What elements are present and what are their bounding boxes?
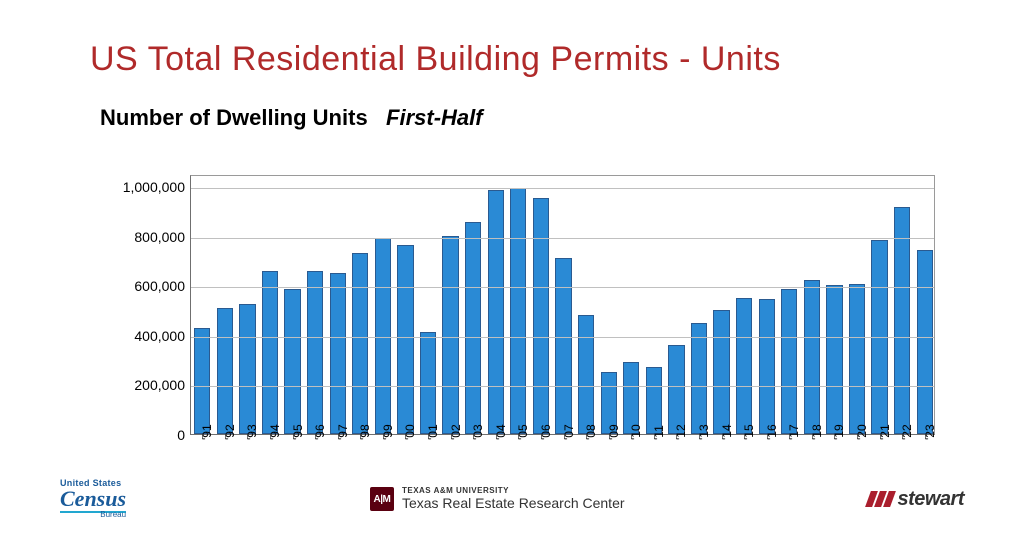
census-sub: Bureau <box>60 511 126 519</box>
bar <box>442 236 458 434</box>
y-tick-label: 0 <box>95 427 185 443</box>
x-tick-label: '91 <box>200 424 214 440</box>
x-tick-label: '08 <box>584 424 598 440</box>
x-tick-label: '95 <box>291 424 305 440</box>
footer-logos: United States Census Bureau A|M TEXAS A&… <box>60 479 964 519</box>
tamu-line2: Texas Real Estate Research Center <box>402 496 625 511</box>
y-tick-label: 400,000 <box>95 328 185 344</box>
bar <box>510 188 526 434</box>
census-logo: United States Census Bureau <box>60 479 126 519</box>
bar <box>217 308 233 434</box>
x-tick-label: '13 <box>697 424 711 440</box>
bar <box>239 304 255 434</box>
bar <box>804 280 820 434</box>
bar <box>330 273 346 434</box>
bar <box>759 299 775 434</box>
x-tick-label: '20 <box>855 424 869 440</box>
x-tick-label: '22 <box>900 424 914 440</box>
bar <box>736 298 752 434</box>
bar <box>397 245 413 434</box>
x-tick-label: '10 <box>629 424 643 440</box>
x-tick-label: '14 <box>720 424 734 440</box>
tamu-logo: A|M TEXAS A&M UNIVERSITY Texas Real Esta… <box>370 487 625 511</box>
y-tick-label: 1,000,000 <box>95 179 185 195</box>
gridline <box>191 386 934 387</box>
x-tick-label: '05 <box>516 424 530 440</box>
x-tick-label: '17 <box>787 424 801 440</box>
bar-series <box>191 176 934 434</box>
bar <box>578 315 594 434</box>
x-tick-label: '98 <box>358 424 372 440</box>
x-tick-label: '03 <box>471 424 485 440</box>
bar <box>849 284 865 434</box>
subtitle-lead: Number of Dwelling Units <box>100 105 368 130</box>
bar <box>646 367 662 434</box>
bar <box>713 310 729 434</box>
stewart-text: stewart <box>897 488 964 511</box>
bar <box>555 258 571 434</box>
x-tick-label: '96 <box>313 424 327 440</box>
x-tick-label: '21 <box>878 424 892 440</box>
slide: US Total Residential Building Permits - … <box>0 0 1024 537</box>
x-tick-label: '06 <box>539 424 553 440</box>
x-tick-label: '07 <box>562 424 576 440</box>
bar <box>194 328 210 434</box>
x-tick-label: '04 <box>494 424 508 440</box>
x-tick-label: '16 <box>765 424 779 440</box>
slide-title: US Total Residential Building Permits - … <box>90 40 781 79</box>
x-tick-label: '93 <box>245 424 259 440</box>
x-tick-label: '15 <box>742 424 756 440</box>
bar <box>262 271 278 434</box>
x-tick-label: '19 <box>832 424 846 440</box>
y-tick-label: 600,000 <box>95 278 185 294</box>
gridline <box>191 337 934 338</box>
bar <box>420 332 436 434</box>
bar <box>781 289 797 434</box>
subtitle-emph: First-Half <box>386 105 483 130</box>
stewart-bars-icon <box>866 491 897 507</box>
x-tick-label: '99 <box>381 424 395 440</box>
x-tick-label: '97 <box>336 424 350 440</box>
bar <box>307 271 323 434</box>
bar <box>284 289 300 434</box>
x-tick-label: '00 <box>403 424 417 440</box>
y-tick-label: 800,000 <box>95 229 185 245</box>
x-tick-label: '09 <box>607 424 621 440</box>
x-tick-label: '01 <box>426 424 440 440</box>
bar <box>668 345 684 434</box>
x-tick-label: '02 <box>449 424 463 440</box>
x-tick-label: '94 <box>268 424 282 440</box>
stewart-logo: stewart <box>868 488 964 511</box>
gridline <box>191 287 934 288</box>
bar <box>465 222 481 434</box>
y-tick-label: 200,000 <box>95 377 185 393</box>
bar <box>917 250 933 434</box>
x-tick-label: '12 <box>674 424 688 440</box>
plot-area: '91'92'93'94'95'96'97'98'99'00'01'02'03'… <box>190 175 935 435</box>
bar <box>894 207 910 434</box>
bar <box>691 323 707 434</box>
gridline <box>191 238 934 239</box>
bar <box>352 253 368 434</box>
x-tick-label: '92 <box>223 424 237 440</box>
bar <box>488 190 504 434</box>
x-tick-label: '18 <box>810 424 824 440</box>
gridline <box>191 188 934 189</box>
slide-subtitle: Number of Dwelling Units First-Half <box>100 105 483 131</box>
x-tick-label: '11 <box>652 425 666 440</box>
tamu-badge-icon: A|M <box>370 487 394 511</box>
bar <box>533 198 549 434</box>
chart: '91 '92 '93 '94 '95 '96 '97 '98 '99 '00 '01 '02 '03 '… <box>95 165 945 465</box>
bar <box>826 285 842 434</box>
x-tick-label: '23 <box>923 424 937 440</box>
